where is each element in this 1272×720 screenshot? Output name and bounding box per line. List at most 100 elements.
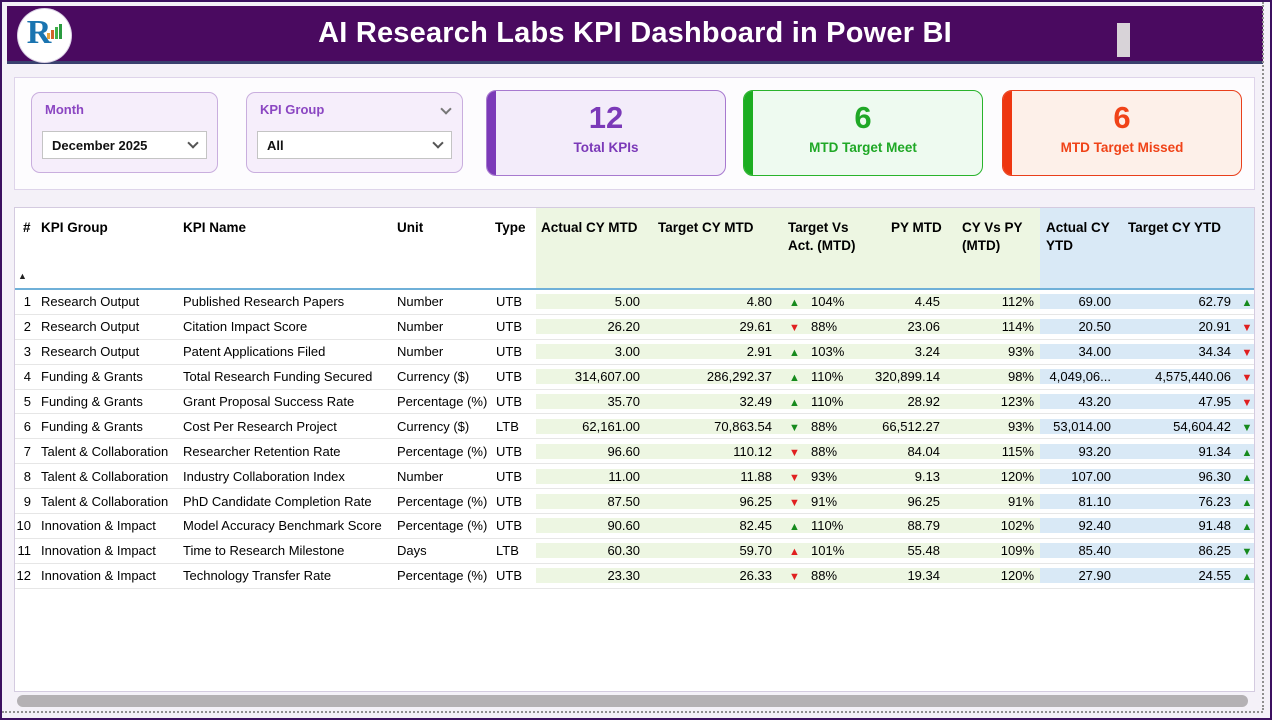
cell-type: UTB — [496, 319, 522, 335]
cell-cy_vs_py: 123% — [956, 394, 1040, 409]
cell-target_mtd: 4.80 — [648, 294, 780, 310]
column-header-label: KPI Name — [183, 220, 247, 235]
cell-type: LTB — [496, 543, 519, 559]
cell-target_mtd: 11.88 — [648, 468, 780, 484]
column-header-label: Actual CY YTD — [1046, 220, 1110, 254]
text-cursor-bar — [1117, 23, 1130, 57]
filter-kpi-strip: Month December 2025 KPI Group All 12 Tot… — [14, 77, 1255, 190]
cell-num: 7 — [23, 443, 31, 459]
cell-ytd_trend: ▼ — [1240, 543, 1254, 559]
column-header-tva[interactable]: Target Vs Act. (MTD) — [780, 208, 875, 288]
kpi-group-dropdown[interactable]: All — [257, 131, 452, 159]
table-row[interactable]: 2 Research Output Citation Impact Score Num… — [15, 315, 1254, 340]
target-vs-actual-pct: 88% — [811, 443, 838, 459]
cell-tva: ▼ 88% — [780, 319, 875, 335]
column-header-py_mtd[interactable]: PY MTD — [875, 208, 956, 288]
cell-unit: Percentage (%) — [397, 443, 488, 459]
cell-tva: ▲ 110% — [780, 518, 875, 534]
mtd-target-missed-label: MTD Target Missed — [1060, 139, 1184, 155]
cell-tva: ▼ 93% — [780, 468, 875, 484]
table-row[interactable]: 9 Talent & Collaboration PhD Candidate Com… — [15, 489, 1254, 515]
column-header-group[interactable]: KPI Group — [35, 208, 179, 288]
table-row[interactable]: 7 Talent & Collaboration Researcher Retent… — [15, 439, 1254, 465]
cell-actual_ytd: 93.20 — [1040, 443, 1116, 459]
cell-ytd_trend: ▲ — [1240, 468, 1254, 484]
trend-down-icon: ▼ — [789, 421, 800, 434]
target-vs-actual-pct: 93% — [811, 468, 838, 484]
table-row[interactable]: 6 Funding & Grants Cost Per Research Proje… — [15, 414, 1254, 440]
month-dropdown[interactable]: December 2025 — [42, 131, 207, 159]
sort-ascending-icon[interactable]: ▲ — [18, 270, 27, 281]
column-header-actual_mtd[interactable]: Actual CY MTD — [536, 208, 648, 288]
cell-name: Cost Per Research Project — [183, 418, 337, 434]
mtd-target-missed-card: 6 MTD Target Missed — [1002, 90, 1242, 176]
column-header-label: Target Vs Act. (MTD) — [788, 220, 856, 254]
cell-group: Funding & Grants — [41, 394, 143, 409]
target-vs-actual-pct: 101% — [811, 543, 845, 559]
table-row[interactable]: 4 Funding & Grants Total Research Funding … — [15, 365, 1254, 390]
chevron-down-icon[interactable] — [440, 103, 452, 115]
cell-cy_vs_py: 112% — [956, 294, 1040, 310]
chevron-down-icon[interactable] — [187, 137, 199, 149]
table-row[interactable]: 8 Talent & Collaboration Industry Collabor… — [15, 464, 1254, 490]
cell-name: Model Accuracy Benchmark Score — [183, 518, 382, 534]
table-body: 1 Research Output Published Research Paper… — [15, 290, 1254, 589]
cell-actual_ytd: 85.40 — [1040, 543, 1116, 559]
cell-actual_ytd: 27.90 — [1040, 568, 1116, 584]
cell-target_mtd: 286,292.37 — [648, 369, 780, 385]
table-row[interactable]: 1 Research Output Published Research Paper… — [15, 290, 1254, 315]
table-row[interactable]: 12 Innovation & Impact Technology Transfer… — [15, 564, 1254, 589]
cell-group: Funding & Grants — [41, 418, 143, 434]
trend-up-icon: ▲ — [789, 521, 800, 534]
table-row[interactable]: 5 Funding & Grants Grant Proposal Success … — [15, 390, 1254, 415]
cell-py_mtd: 9.13 — [875, 468, 956, 484]
column-header-actual_ytd[interactable]: Actual CY YTD — [1040, 208, 1116, 288]
card-accent-bar — [744, 91, 753, 175]
cell-type: UTB — [496, 443, 522, 459]
trend-up-icon: ▲ — [789, 372, 800, 385]
trend-up-icon: ▲ — [1241, 297, 1253, 310]
cell-actual_ytd: 69.00 — [1040, 294, 1116, 310]
column-header-unit[interactable]: Unit — [393, 208, 495, 288]
cell-ytd_trend: ▼ — [1240, 369, 1254, 385]
cell-cy_vs_py: 115% — [956, 443, 1040, 459]
chevron-down-icon[interactable] — [432, 137, 444, 149]
horizontal-scrollbar[interactable] — [17, 695, 1248, 707]
cell-group: Talent & Collaboration — [41, 468, 169, 484]
cell-type: LTB — [496, 418, 519, 434]
table-row[interactable]: 10 Innovation & Impact Model Accuracy Benc… — [15, 514, 1254, 539]
target-vs-actual-pct: 88% — [811, 319, 838, 335]
cell-target_ytd: 4,575,440.06 — [1116, 369, 1240, 385]
cell-py_mtd: 320,899.14 — [875, 369, 956, 385]
cell-actual_mtd: 90.60 — [536, 518, 648, 534]
table-row[interactable]: 11 Innovation & Impact Time to Research Mi… — [15, 539, 1254, 564]
trend-down-icon: ▼ — [789, 571, 800, 584]
column-header-label: PY MTD — [891, 220, 942, 235]
cell-ytd_trend: ▲ — [1240, 493, 1254, 509]
column-header-type[interactable]: Type — [495, 208, 536, 288]
column-header-target_mtd[interactable]: Target CY MTD — [648, 208, 780, 288]
column-header-num[interactable]: # ▲ — [15, 208, 35, 288]
month-dropdown-value: December 2025 — [52, 137, 148, 153]
cell-group: Research Output — [41, 319, 140, 335]
column-header-ytd_trend[interactable] — [1240, 208, 1254, 288]
cell-actual_mtd: 5.00 — [536, 294, 648, 310]
cell-type: UTB — [496, 294, 522, 310]
cell-target_ytd: 24.55 — [1116, 568, 1240, 584]
cell-num: 12 — [16, 568, 31, 584]
cell-target_ytd: 91.34 — [1116, 443, 1240, 459]
table-row[interactable]: 3 Research Output Patent Applications File… — [15, 340, 1254, 365]
cell-num: 5 — [23, 394, 31, 409]
company-logo-icon: R — [18, 9, 71, 62]
column-header-cy_vs_py[interactable]: CY Vs PY (MTD) — [956, 208, 1040, 288]
column-header-label: Type — [495, 220, 526, 235]
target-vs-actual-pct: 110% — [811, 394, 844, 409]
column-header-name[interactable]: KPI Name — [179, 208, 393, 288]
cell-name: Total Research Funding Secured — [183, 369, 373, 385]
column-header-target_ytd[interactable]: Target CY YTD — [1116, 208, 1240, 288]
target-vs-actual-pct: 110% — [811, 369, 844, 385]
cell-target_mtd: 82.45 — [648, 518, 780, 534]
cell-actual_ytd: 107.00 — [1040, 468, 1116, 484]
cell-type: UTB — [496, 493, 522, 509]
cell-unit: Number — [397, 294, 444, 310]
